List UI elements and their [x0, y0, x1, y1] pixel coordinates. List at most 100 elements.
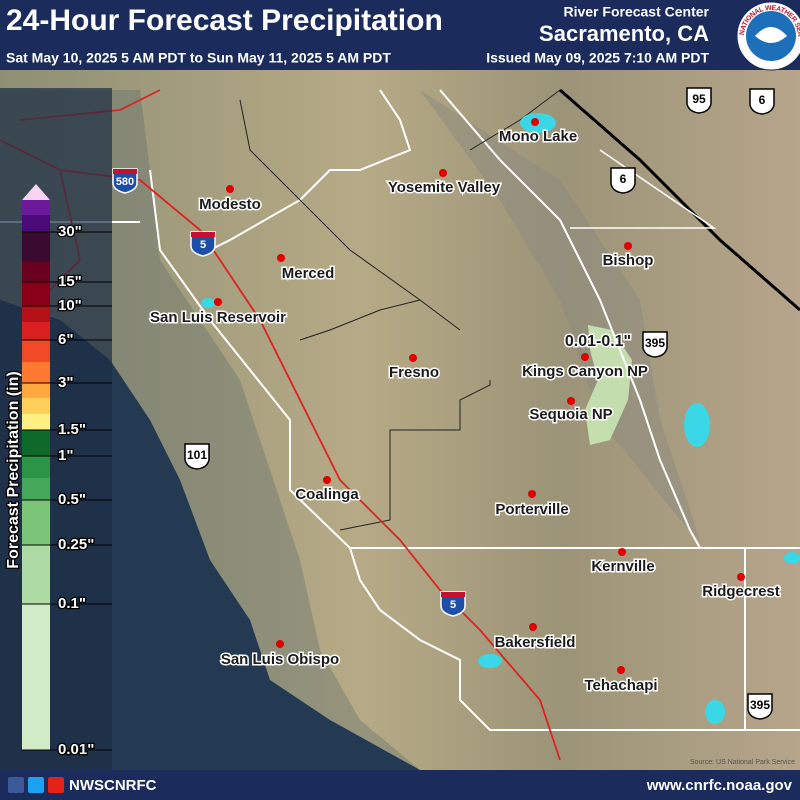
state-line	[559, 88, 800, 312]
legend-label: 10"	[58, 297, 82, 314]
legend-swatch	[22, 414, 50, 430]
shield-label: 395	[750, 698, 770, 712]
facebook-icon[interactable]	[8, 777, 24, 793]
legend: Forecast Precipitation (in) 30" 15" 10" 6" 3…	[0, 88, 112, 770]
city-dot	[618, 548, 626, 556]
legend-label: 0.1"	[58, 595, 86, 612]
us-shield	[686, 87, 712, 114]
legend-title: Forecast Precipitation (in)	[5, 371, 22, 568]
legend-label: 1.5"	[58, 421, 86, 438]
city-dot	[617, 666, 625, 674]
city-dot	[624, 242, 632, 250]
city-label: Sequoia NP	[529, 406, 612, 423]
legend-swatch	[22, 340, 50, 362]
boundaries	[570, 149, 717, 229]
website[interactable]: www.cnrfc.noaa.gov	[646, 777, 793, 794]
interstate-band	[113, 169, 137, 174]
county-lines	[239, 89, 561, 531]
shield-label: 6	[759, 93, 766, 107]
office-location: Sacramento, CA	[539, 21, 709, 46]
city-label: Yosemite Valley	[388, 179, 501, 196]
city-label: Fresno	[389, 364, 439, 381]
city-label: Kings Canyon NP	[522, 363, 648, 380]
legend-label: 0.25"	[58, 536, 94, 553]
city-dot	[323, 476, 331, 484]
precip-area	[585, 325, 632, 445]
city-dot	[439, 169, 447, 177]
shield-label: 5	[450, 599, 456, 611]
city-label: Kernville	[591, 558, 654, 575]
shield-label: 580	[116, 176, 134, 188]
issued: Issued May 09, 2025 7:10 AM PDT	[486, 50, 709, 66]
legend-swatch	[22, 215, 50, 232]
us-shield	[747, 693, 773, 720]
city-dot	[567, 397, 575, 405]
legend-swatch	[22, 262, 50, 282]
us-shield	[610, 167, 636, 194]
legend-swatch	[22, 232, 50, 262]
city-dot	[277, 254, 285, 262]
legend-label: 0.5"	[58, 491, 86, 508]
city-dot	[528, 490, 536, 498]
interstate-shield	[112, 168, 138, 194]
youtube-icon[interactable]	[48, 777, 64, 793]
city-label: Coalinga	[295, 486, 359, 503]
legend-swatch	[22, 362, 50, 383]
footer-bar	[0, 770, 800, 800]
city-label: Bakersfield	[495, 634, 576, 651]
interstate-band	[191, 232, 215, 237]
city-label: Modesto	[199, 196, 261, 213]
city-label: Mono Lake	[499, 128, 577, 145]
shields: 580 5 5 101 395 395 6 6 95	[112, 87, 775, 720]
social-handle: NWSCNRFC	[69, 777, 157, 794]
legend-label: 15"	[58, 273, 82, 290]
shield-label: 5	[200, 239, 206, 251]
shield-label: 395	[645, 336, 665, 350]
us-shield	[749, 88, 775, 115]
legend-swatch	[22, 478, 50, 500]
legend-arrow	[22, 184, 50, 200]
legend-label: 30"	[58, 223, 82, 240]
city-dot	[531, 118, 539, 126]
legend-swatch	[22, 282, 50, 306]
office: River Forecast Center	[563, 4, 709, 20]
city-label: San Luis Reservoir	[150, 309, 286, 326]
city-dot	[226, 185, 234, 193]
legend-label: 1"	[58, 447, 73, 464]
legend-swatch	[22, 500, 50, 545]
legend-swatch	[22, 383, 50, 398]
source: Source: US National Park Service	[690, 759, 795, 766]
city-dot	[581, 353, 589, 361]
interstate-shield	[190, 231, 216, 257]
shield-label: 6	[620, 172, 627, 186]
legend-swatch	[22, 430, 50, 456]
legend-swatch	[22, 200, 50, 215]
legend-swatch	[22, 322, 50, 340]
shield-label: 101	[187, 448, 207, 462]
us-shield	[184, 443, 210, 470]
valid-period: Sat May 10, 2025 5 AM PDT to Sun May 11,…	[6, 50, 391, 66]
title: 24-Hour Forecast Precipitation	[6, 4, 443, 37]
precip-label: 0.01-0.1"	[565, 333, 631, 350]
legend-swatch	[22, 545, 50, 604]
boundaries	[0, 89, 800, 731]
us-shield	[642, 331, 668, 358]
twitter-icon[interactable]	[28, 777, 44, 793]
legend-panel	[0, 88, 112, 770]
sierra	[420, 90, 700, 540]
legend-swatch	[22, 604, 50, 750]
header-bar	[0, 0, 800, 70]
city-label: Merced	[282, 265, 335, 282]
city-label: San Luis Obispo	[221, 651, 339, 668]
legend-swatch	[22, 456, 50, 478]
legend-swatch	[22, 398, 50, 414]
city-label: Bishop	[603, 252, 654, 269]
city-dot	[529, 623, 537, 631]
shield-label: 95	[692, 92, 706, 106]
city-dot	[737, 573, 745, 581]
city-label: Porterville	[495, 501, 568, 518]
city-dot	[409, 354, 417, 362]
city-dot	[276, 640, 284, 648]
city-dot	[214, 298, 222, 306]
